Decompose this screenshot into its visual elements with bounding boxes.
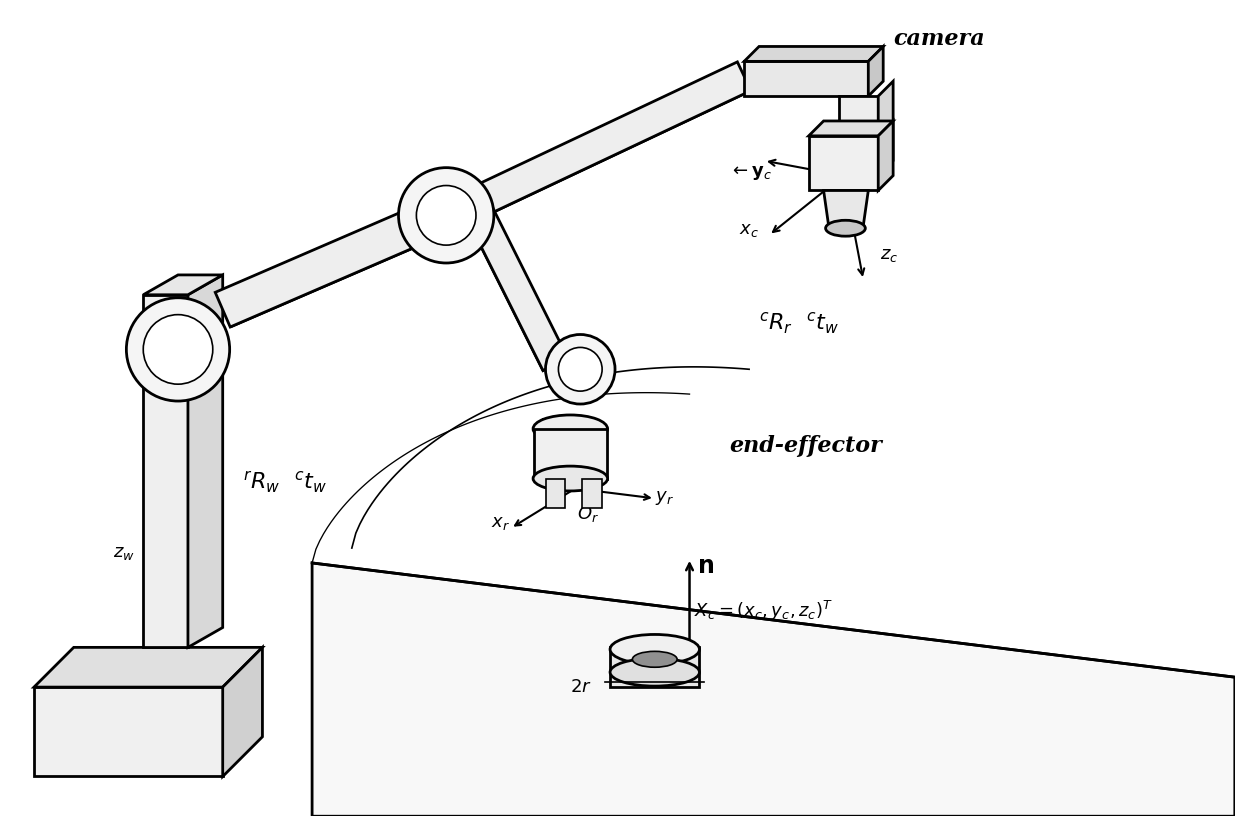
Polygon shape: [216, 199, 449, 328]
Text: $^cR_r$  $^ct_w$: $^cR_r$ $^ct_w$: [760, 310, 839, 336]
Polygon shape: [312, 563, 1235, 817]
Polygon shape: [809, 137, 878, 192]
Ellipse shape: [610, 635, 700, 664]
Polygon shape: [223, 648, 263, 776]
Polygon shape: [582, 479, 602, 509]
Polygon shape: [745, 62, 869, 97]
Text: $O_c$: $O_c$: [864, 102, 888, 123]
Text: $z_r$: $z_r$: [539, 414, 556, 432]
Polygon shape: [468, 215, 558, 371]
Polygon shape: [878, 122, 893, 192]
Ellipse shape: [533, 415, 607, 443]
Text: camera: camera: [893, 28, 985, 49]
Circle shape: [416, 186, 476, 246]
Text: $x_c$: $x_c$: [740, 221, 760, 239]
Polygon shape: [475, 63, 751, 215]
Circle shape: [559, 348, 602, 391]
Polygon shape: [188, 275, 223, 648]
Polygon shape: [468, 210, 567, 371]
Text: $x_r$: $x_r$: [491, 514, 509, 532]
Polygon shape: [839, 97, 878, 176]
Text: $X_c=(x_c,y_c,z_c)^T$: $X_c=(x_c,y_c,z_c)^T$: [695, 598, 834, 622]
Polygon shape: [545, 479, 565, 509]
Polygon shape: [488, 82, 766, 215]
Text: $z_w$: $z_w$: [114, 544, 135, 561]
Text: $y_w$: $y_w$: [238, 666, 261, 683]
Text: $\mathbf{n}$: $\mathbf{n}$: [698, 554, 715, 577]
Polygon shape: [824, 192, 869, 226]
Polygon shape: [144, 275, 223, 296]
Polygon shape: [869, 48, 883, 97]
Polygon shape: [809, 122, 893, 137]
Polygon shape: [610, 648, 700, 687]
Ellipse shape: [610, 658, 700, 686]
Polygon shape: [144, 296, 188, 648]
Polygon shape: [33, 687, 223, 776]
Polygon shape: [230, 221, 467, 328]
Circle shape: [126, 298, 229, 401]
Text: $O_w$: $O_w$: [33, 732, 62, 753]
Polygon shape: [878, 82, 893, 176]
Polygon shape: [33, 648, 263, 687]
Text: end-effector: end-effector: [730, 434, 882, 456]
Text: $O_r$: $O_r$: [577, 504, 600, 523]
Text: $z_c$: $z_c$: [880, 246, 898, 264]
Circle shape: [399, 169, 494, 264]
Text: $x_w$: $x_w$: [204, 737, 228, 755]
Polygon shape: [534, 429, 607, 479]
Ellipse shape: [825, 221, 865, 237]
Circle shape: [545, 335, 615, 405]
Text: $2r$: $2r$: [570, 677, 592, 695]
Ellipse shape: [533, 467, 607, 491]
Circle shape: [144, 315, 213, 385]
Polygon shape: [230, 221, 467, 328]
Ellipse shape: [632, 652, 676, 667]
Text: $^rR_w$  $^ct_w$: $^rR_w$ $^ct_w$: [243, 469, 327, 495]
Polygon shape: [745, 48, 883, 62]
Polygon shape: [468, 215, 558, 371]
Text: $\leftarrow{\bf y}_c$: $\leftarrow{\bf y}_c$: [730, 164, 772, 182]
Text: $y_r$: $y_r$: [654, 489, 674, 507]
Polygon shape: [488, 82, 766, 215]
